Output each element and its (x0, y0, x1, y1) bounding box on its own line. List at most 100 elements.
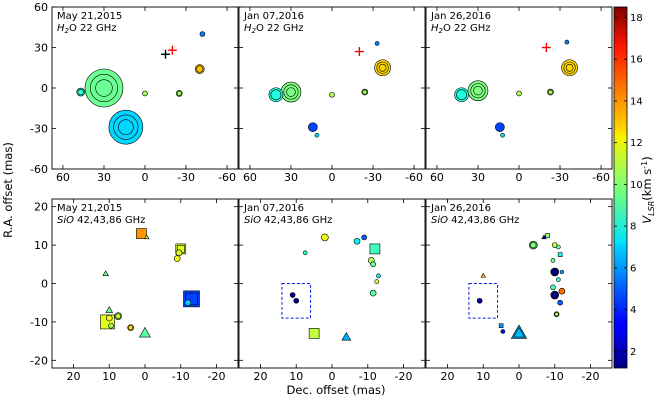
maser-spot-square (308, 328, 320, 339)
dashed-box (468, 283, 499, 319)
maser-spot-circle (500, 132, 505, 138)
maser-spot-circle (329, 91, 335, 98)
band-italic: H (244, 23, 252, 34)
colorbar: 2 4 6 8 10 12 14 16 18 VLSR(km s-1) (613, 6, 656, 369)
maser-spot-triangle (144, 234, 150, 240)
maser-spot-triangle (512, 326, 526, 338)
maser-spot-triangle (105, 306, 114, 313)
maser-spot-circle (175, 249, 183, 257)
maser-spot-circle (77, 88, 84, 96)
maser-spot-circle (530, 241, 537, 249)
maser-spot-circle (184, 299, 192, 307)
panel-frame (51, 6, 239, 170)
x-tick-label: 60 (430, 171, 444, 184)
band-italic: SiO (57, 215, 74, 226)
panel-date: Jan 26,2016 (430, 203, 491, 214)
y-tick-label: 0 (41, 82, 48, 95)
colorbar-tick-label: 8 (630, 222, 636, 233)
panel-date: Jan 07,2016 (243, 203, 304, 214)
x-tick-label: 0 (516, 370, 523, 383)
x-tick-label: 0 (516, 171, 523, 184)
colorbar-label-v: V (640, 215, 654, 224)
maser-spot-circle (558, 287, 566, 295)
plot-area (52, 199, 238, 368)
panel-band: SiO 42,43,86 GHz (431, 215, 519, 226)
colorbar-tick-label: 14 (630, 96, 643, 107)
colorbar-tick-label: 6 (630, 263, 636, 274)
y-tick-label: 10 (34, 239, 48, 252)
colorbar-label-sub: LSR (647, 201, 656, 216)
maser-spot-circle (302, 250, 308, 256)
colorbar-tick-label: 10 (630, 180, 643, 191)
colorbar-tick-label: 16 (630, 55, 643, 66)
maser-spot-circle (308, 122, 318, 132)
x-tick-label: -60 (218, 171, 236, 184)
x-tick-label: 20 (253, 370, 267, 383)
maser-spot-circle (565, 63, 574, 72)
colorbar-tick-label: 18 (630, 13, 643, 24)
band-italic: SiO (244, 215, 261, 226)
maser-spot-circle (361, 234, 367, 241)
panel-band: H2O 22 GHz (431, 23, 490, 35)
maser-spot-square (498, 323, 504, 329)
maser-spot-circle (556, 277, 561, 282)
colorbar-gradient (613, 6, 628, 369)
band-sub: 2 (252, 27, 257, 35)
plot-area (52, 7, 238, 169)
maser-spot-square (545, 233, 550, 238)
maser-spot-circle (176, 90, 182, 96)
dashed-box (281, 283, 312, 319)
y-axis-label: R.A. offset (mas) (1, 142, 15, 238)
x-tick-label: 30 (97, 171, 111, 184)
x-tick-label: 60 (56, 171, 70, 184)
maser-spot-circle (495, 122, 505, 132)
plot-area (426, 199, 612, 368)
maser-spot-circle (286, 87, 296, 97)
colorbar-label-close: ) (640, 156, 654, 161)
colorbar-tick-label: 2 (630, 347, 636, 358)
x-tick-label: -30 (364, 171, 382, 184)
maser-spot-triangle (541, 234, 547, 240)
maser-spot-circle (128, 325, 134, 331)
panel-date: Jan 26,2016 (430, 11, 491, 22)
x-tick-label: -10 (172, 370, 190, 383)
data-layer (100, 228, 200, 338)
x-tick-label: 20 (66, 370, 80, 383)
panel-date: May 21,2015 (57, 11, 122, 22)
y-tick-label: -10 (30, 316, 48, 329)
data-layer (268, 41, 391, 138)
x-tick-label: -30 (551, 171, 569, 184)
maser-spot-circle (118, 119, 134, 135)
x-axis-label: Dec. offset (mas) (287, 383, 386, 397)
x-tick-label: -20 (395, 370, 413, 383)
x-tick-label: 20 (440, 370, 454, 383)
colorbar-tick-label: 12 (630, 138, 643, 149)
maser-spot-circle (516, 90, 522, 97)
maser-spot-circle (314, 132, 320, 138)
colorbar-ticks: 2 4 6 8 10 12 14 16 18 (614, 13, 643, 358)
band-italic: SiO (431, 215, 448, 226)
maser-spot-circle (370, 261, 376, 268)
maser-spot-circle (554, 312, 559, 317)
x-tick-label: -20 (582, 370, 600, 383)
y-tick-label: -60 (30, 163, 48, 176)
y-tick-label: -20 (30, 354, 48, 367)
data-layer (454, 39, 578, 138)
band-rest: O 22 GHz (69, 23, 116, 34)
x-tick-label: 0 (142, 370, 149, 383)
x-tick-label: 60 (243, 171, 257, 184)
x-tick-label: 10 (102, 370, 116, 383)
maser-spot-square (136, 228, 147, 239)
band-rest: 42,43,86 GHz (261, 215, 332, 226)
maser-spot-square (185, 292, 198, 305)
panel-frame (238, 6, 426, 170)
maser-spot-circle (199, 31, 206, 37)
maser-spot-circle (456, 89, 467, 101)
panel-date: May 21,2015 (57, 203, 122, 214)
y-tick-label: 0 (41, 278, 48, 291)
x-tick-label: 0 (329, 370, 336, 383)
